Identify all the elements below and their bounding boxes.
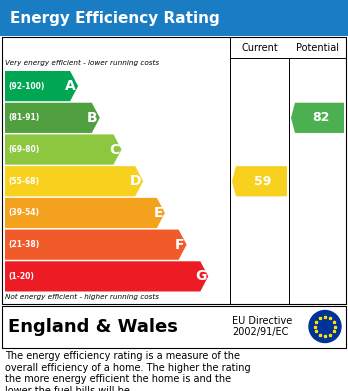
Polygon shape [232, 166, 287, 196]
Polygon shape [5, 103, 100, 133]
Text: Energy Efficiency Rating: Energy Efficiency Rating [10, 11, 220, 25]
Text: (21-38): (21-38) [8, 240, 39, 249]
Text: (1-20): (1-20) [8, 272, 34, 281]
Bar [2, 37, 346, 304]
Text: The energy efficiency rating is a measure of the
overall efficiency of a home. T: The energy efficiency rating is a measur… [5, 351, 251, 391]
Text: (69-80): (69-80) [8, 145, 39, 154]
Polygon shape [291, 103, 344, 133]
Polygon shape [5, 198, 165, 228]
Text: Potential: Potential [296, 43, 339, 53]
Text: C: C [109, 143, 119, 156]
Text: G: G [195, 269, 206, 283]
Text: D: D [130, 174, 141, 188]
Text: (55-68): (55-68) [8, 177, 39, 186]
Text: Current: Current [241, 43, 278, 53]
Polygon shape [5, 166, 143, 196]
Text: (92-100): (92-100) [8, 82, 45, 91]
Text: (39-54): (39-54) [8, 208, 39, 217]
Text: (81-91): (81-91) [8, 113, 39, 122]
Text: F: F [175, 238, 184, 252]
Text: 59: 59 [254, 175, 271, 188]
Text: A: A [65, 79, 76, 93]
Polygon shape [5, 135, 121, 165]
Text: England & Wales: England & Wales [8, 317, 178, 335]
Polygon shape [5, 230, 187, 260]
Text: B: B [87, 111, 98, 125]
Bar [0, 0, 348, 36]
Polygon shape [5, 71, 78, 101]
Text: Not energy efficient - higher running costs: Not energy efficient - higher running co… [5, 294, 159, 300]
Circle shape [309, 310, 341, 343]
Polygon shape [5, 261, 208, 292]
Text: Very energy efficient - lower running costs: Very energy efficient - lower running co… [5, 60, 159, 66]
Bar [2, 306, 346, 348]
Text: 82: 82 [312, 111, 329, 124]
Text: E: E [153, 206, 163, 220]
Text: EU Directive
2002/91/EC: EU Directive 2002/91/EC [232, 316, 292, 337]
